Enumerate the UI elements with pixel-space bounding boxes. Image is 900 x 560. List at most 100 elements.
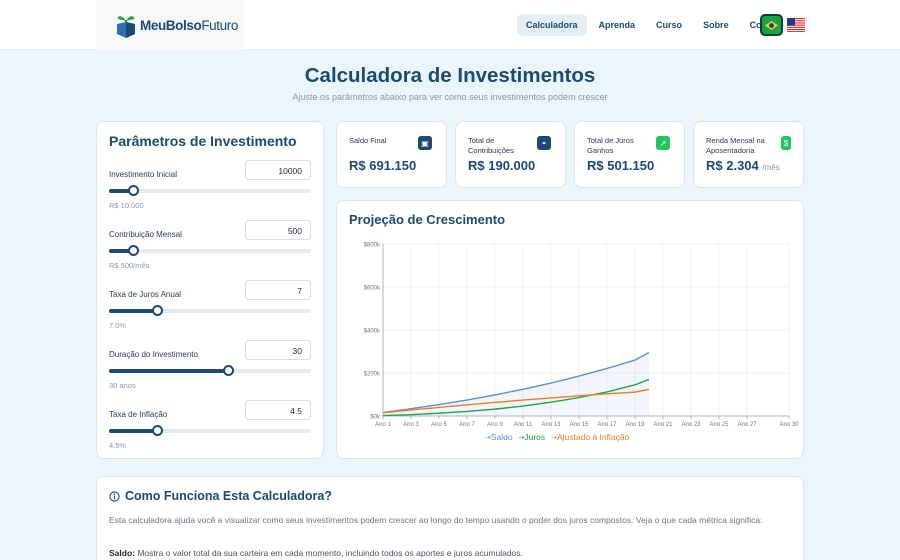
param-label: Taxa de Juros Anual (109, 290, 182, 299)
chart-title: Projeção de Crescimento (349, 212, 506, 227)
logo-text: MeuBolsoFuturo (140, 17, 238, 33)
legend-item[interactable]: -•Ajustado à Inflação (551, 432, 629, 442)
param-slider[interactable] (109, 185, 311, 196)
param-label: Investimento Inicial (109, 170, 178, 179)
param-label: Duração do Investimento (109, 350, 198, 359)
brazil-flag-icon[interactable] (760, 14, 783, 36)
stat-value: R$ 2.304 /mês (706, 158, 780, 173)
x-tick-label: Ano 27 (737, 422, 757, 428)
param-display-value: 7.0% (109, 321, 127, 330)
x-tick-label: Ano 3 (403, 422, 419, 428)
legend-label: Ajustado à Inflação (556, 432, 630, 442)
param-display-value: R$ 500/mês (109, 261, 150, 270)
trending-up-icon: ↗ (656, 136, 670, 150)
wallet-icon: ▣ (418, 136, 432, 150)
x-tick-label: Ano 1 (375, 422, 391, 428)
y-tick-label: $800k (364, 243, 381, 249)
how-it-works-panel: Como Funciona Esta Calculadora? Esta cal… (96, 476, 804, 560)
stat-label: Saldo Final (349, 136, 387, 145)
x-tick-label: Ano 25 (709, 422, 729, 428)
nav-item-aprenda[interactable]: Aprenda (598, 20, 636, 30)
slider-thumb[interactable] (223, 365, 235, 376)
nav-item-curso[interactable]: Curso (656, 20, 683, 30)
legend-item[interactable]: -•Juros (519, 432, 546, 442)
param-input[interactable]: 7 (245, 280, 311, 300)
piggy-plant-logo-icon (117, 16, 135, 38)
x-tick-label: Ano 9 (487, 422, 503, 428)
x-tick-label: Ano 5 (431, 422, 447, 428)
page-title: Calculadora de Investimentos (304, 64, 596, 87)
param-input[interactable]: 500 (245, 220, 311, 240)
stat-card: Saldo Final ▣ R$ 691.150 (336, 121, 447, 188)
param-slider[interactable] (109, 365, 311, 376)
x-tick-label: Ano 11 (514, 422, 533, 428)
stat-value: R$ 190.000 (468, 158, 536, 173)
legend-marker: -• (518, 432, 525, 442)
legend-item[interactable]: -•Saldo (485, 432, 513, 442)
stat-value: R$ 691.150 (349, 158, 417, 173)
slider-thumb[interactable] (128, 185, 140, 196)
x-tick-label: Ano 13 (541, 422, 561, 428)
slider-thumb[interactable] (152, 305, 164, 316)
usa-flag-icon[interactable] (787, 18, 805, 32)
stat-card: Total de Contribuições ◓ R$ 190.000 (455, 121, 566, 188)
param-display-value: 4.5% (109, 441, 127, 450)
param-label: Contribuição Mensal (109, 230, 182, 239)
growth-chart: $0k $200k $400k $600k $800k Ano 1 Ano 3 Ano 5 An… (364, 243, 800, 429)
param-input[interactable]: 4.5 (245, 400, 311, 420)
stat-label: Renda Mensal na Aposentadoria (706, 136, 765, 155)
param-label: Taxa de Inflação (109, 410, 168, 419)
slider-thumb[interactable] (152, 425, 164, 436)
piggy-bank-icon: ◓ (537, 136, 551, 150)
growth-chart-card: Projeção de Crescimento $0k $200k $400k $60… (336, 200, 804, 459)
stat-label: Total de Contribuições (468, 136, 514, 155)
param-display-value: R$ 10.000 (109, 201, 144, 210)
param-input[interactable]: 30 (245, 340, 311, 360)
x-tick-label: Ano 23 (681, 422, 701, 428)
param-input[interactable]: 10000 (245, 160, 311, 180)
slider-fill (109, 429, 158, 433)
slider-fill (109, 189, 134, 193)
param-slider[interactable] (109, 245, 311, 256)
series-line-saldo (382, 351, 650, 414)
info-icon (109, 490, 120, 502)
nav-item-calculadora[interactable]: Calculadora (517, 14, 587, 36)
stat-value: R$ 501.150 (587, 158, 655, 173)
slider-fill (109, 309, 158, 313)
slider-thumb[interactable] (128, 245, 140, 256)
page-subtitle: Ajuste os parâmetros abaixo para ver com… (292, 92, 608, 102)
y-tick-label: $400k (364, 329, 381, 335)
x-tick-label: Ano 15 (569, 422, 589, 428)
param-slider[interactable] (109, 425, 311, 436)
stat-card: Total de Juros Ganhos ↗ R$ 501.150 (574, 121, 685, 188)
how-it-works-intro: Esta calculadora ajuda você a visualizar… (109, 515, 763, 525)
how-it-works-title: Como Funciona Esta Calculadora? (109, 489, 332, 503)
legend-label: Saldo (490, 432, 513, 442)
x-tick-label: Ano 7 (459, 422, 475, 428)
y-tick-label: $600k (364, 286, 381, 292)
language-switcher (760, 14, 805, 36)
y-tick-label: $0k (370, 415, 381, 421)
chart-legend: -•Saldo -•Juros -•Ajustado à Inflação (485, 432, 629, 442)
legend-label: Juros (524, 432, 546, 442)
parameters-title: Parâmetros de Investimento (109, 133, 297, 149)
legend-marker: -• (485, 432, 491, 442)
parameters-panel: Parâmetros de Investimento Investimento … (96, 121, 324, 459)
series-line-juros (382, 378, 650, 417)
dollar-icon: $ (781, 136, 791, 150)
x-tick-label: Ano 30 (779, 422, 799, 428)
saldo-area (383, 352, 649, 416)
param-slider[interactable] (109, 305, 311, 316)
main-menu: Calculadora Aprenda Curso Sobre Contato (517, 14, 796, 36)
y-tick-label: $200k (364, 372, 381, 378)
logo[interactable]: MeuBolsoFuturo (96, 0, 244, 50)
x-tick-label: Ano 17 (597, 422, 617, 428)
series-line-inflacao (382, 388, 650, 414)
nav-item-sobre[interactable]: Sobre (703, 20, 729, 30)
param-display-value: 30 anos (109, 381, 136, 390)
slider-fill (109, 369, 229, 373)
legend-marker: -• (551, 432, 557, 442)
saldo-explanation: Saldo: Mostra o valor total da sua carte… (109, 548, 523, 558)
x-tick-label: Ano 21 (653, 422, 673, 428)
stat-label: Total de Juros Ganhos (587, 136, 634, 155)
